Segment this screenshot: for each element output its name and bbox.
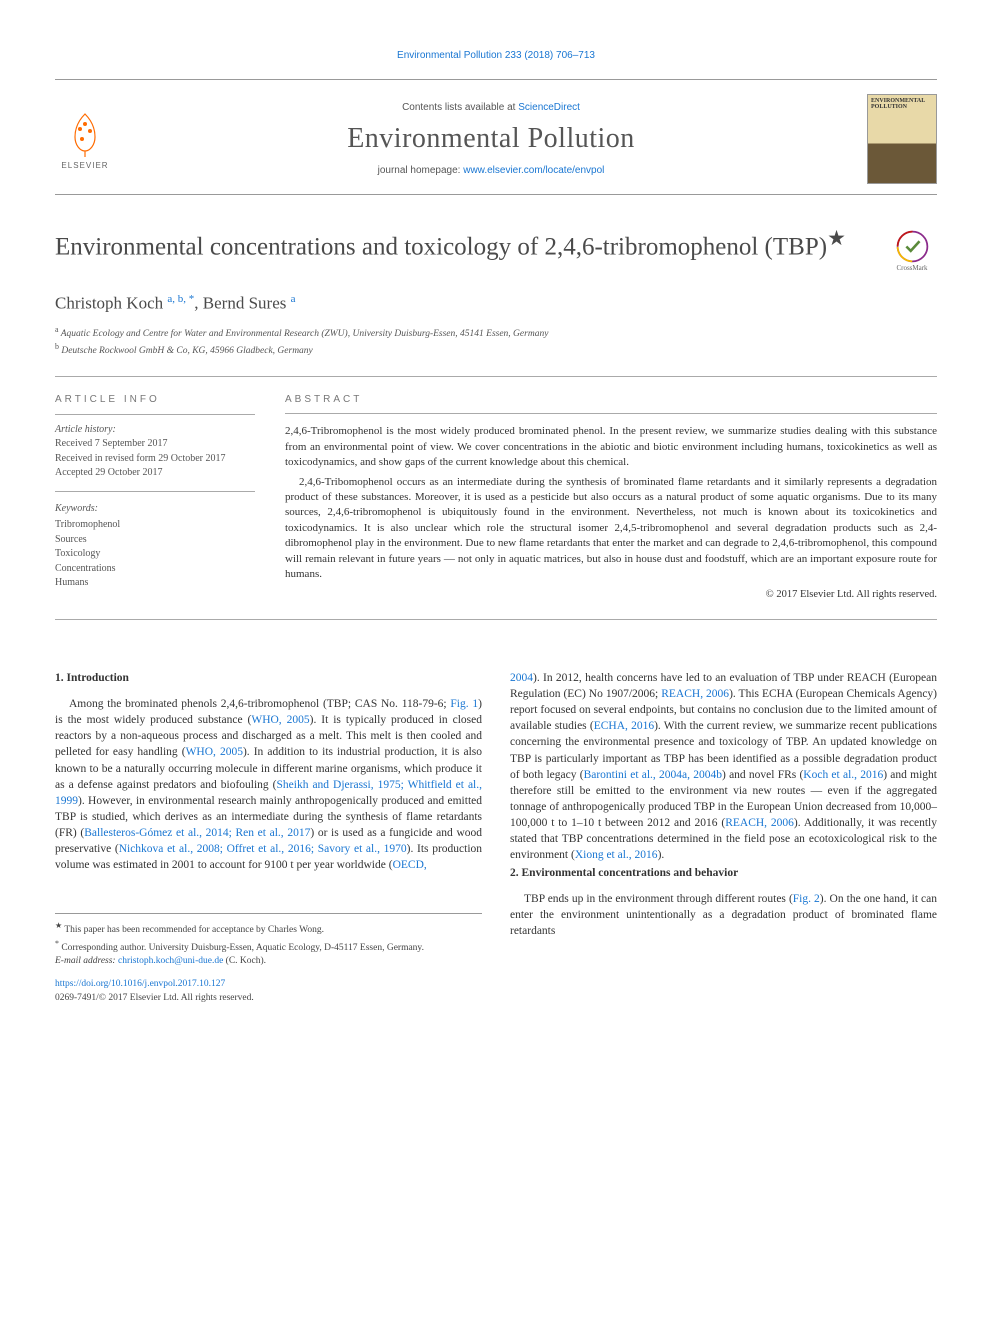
history-accepted: Accepted 29 October 2017 <box>55 466 255 481</box>
homepage-prefix: journal homepage: <box>378 165 464 176</box>
journal-cover-thumbnail[interactable]: ENVIRONMENTAL POLLUTION <box>867 94 937 184</box>
running-head-journal: Environmental Pollution <box>397 50 502 61</box>
article-info: article info Article history: Received 7… <box>55 393 255 603</box>
ref-link[interactable]: Nichkova et al., 2008; Offret et al., 20… <box>119 843 407 855</box>
issn-line: 0269-7491/© 2017 Elsevier Ltd. All right… <box>55 993 254 1003</box>
keyword: Concentrations <box>55 562 255 577</box>
title-footnote-marker: ★ <box>827 226 846 250</box>
ref-link[interactable]: Xiong et al., 2016 <box>575 849 658 861</box>
crossmark-button[interactable]: CrossMark <box>887 225 937 275</box>
column-left: 1. Introduction Among the brominated phe… <box>55 670 482 1005</box>
fig-2-link[interactable]: Fig. 2 <box>793 893 820 905</box>
keyword: Tribromophenol <box>55 518 255 533</box>
running-head: Environmental Pollution 233 (2018) 706–7… <box>55 50 937 61</box>
authors: Christoph Koch a, b, *, Bernd Sures a <box>55 293 937 314</box>
crossmark-icon <box>895 229 930 264</box>
article-title-text: Environmental concentrations and toxicol… <box>55 233 827 260</box>
journal-name: Environmental Pollution <box>133 123 849 155</box>
abstract-heading: abstract <box>285 393 937 414</box>
history-revised: Received in revised form 29 October 2017 <box>55 452 255 467</box>
footnote-star: ★ This paper has been recommended for ac… <box>55 920 482 937</box>
author-sep: , <box>194 294 203 313</box>
abstract-copyright: © 2017 Elsevier Ltd. All rights reserved… <box>285 588 937 603</box>
column-right: 2004). In 2012, health concerns have led… <box>510 670 937 1005</box>
fig-1-link[interactable]: Fig. 1 <box>450 698 478 710</box>
running-head-volpages: 233 (2018) 706–713 <box>505 50 595 61</box>
ref-link[interactable]: 2004 <box>510 672 533 684</box>
email-link[interactable]: christoph.koch@uni-due.de <box>118 956 223 966</box>
ref-link[interactable]: OECD, <box>393 859 427 871</box>
keyword: Sources <box>55 533 255 548</box>
footnote-email: E-mail address: christoph.koch@uni-due.d… <box>55 955 482 968</box>
keyword: Humans <box>55 576 255 591</box>
contents-line: Contents lists available at ScienceDirec… <box>133 102 849 113</box>
doi-link[interactable]: https://doi.org/10.1016/j.envpol.2017.10… <box>55 979 225 989</box>
section-1-para-cont: 2004). In 2012, health concerns have led… <box>510 670 937 863</box>
crossmark-label: CrossMark <box>896 264 927 272</box>
keyword: Toxicology <box>55 547 255 562</box>
elsevier-logo-text: ELSEVIER <box>61 161 108 170</box>
ref-link[interactable]: Koch et al., 2016 <box>803 769 883 781</box>
ref-link[interactable]: Ballesteros-Gómez et al., 2014; Ren et a… <box>84 827 310 839</box>
ref-link[interactable]: REACH, 2006 <box>661 688 729 700</box>
running-head-link[interactable]: Environmental Pollution 233 (2018) 706–7… <box>397 50 595 61</box>
cover-thumbnail-title: ENVIRONMENTAL POLLUTION <box>871 98 933 110</box>
abstract: abstract 2,4,6-Tribromophenol is the mos… <box>285 393 937 603</box>
article-info-heading: article info <box>55 393 255 415</box>
ref-link[interactable]: REACH, 2006 <box>725 817 794 829</box>
section-2-para: TBP ends up in the environment through d… <box>510 891 937 939</box>
author-1: Christoph Koch <box>55 294 167 313</box>
affiliation-b: Deutsche Rockwool GmbH & Co, KG, 45966 G… <box>61 346 312 356</box>
ref-link[interactable]: WHO, 2005 <box>251 714 309 726</box>
author-2-affil-link[interactable]: a <box>291 293 296 305</box>
article-title: Environmental concentrations and toxicol… <box>55 225 872 263</box>
body-columns: 1. Introduction Among the brominated phe… <box>55 670 937 1005</box>
section-1-heading: 1. Introduction <box>55 670 482 686</box>
contents-prefix: Contents lists available at <box>402 102 518 113</box>
footnote-corresponding: * Corresponding author. University Duisb… <box>55 938 482 955</box>
history-received: Received 7 September 2017 <box>55 437 255 452</box>
masthead: ELSEVIER Contents lists available at Sci… <box>55 79 937 195</box>
section-1-para: Among the brominated phenols 2,4,6-tribr… <box>55 696 482 873</box>
footnotes: ★ This paper has been recommended for ac… <box>55 913 482 1005</box>
elsevier-tree-icon <box>60 109 110 159</box>
author-2: Bernd Sures <box>203 294 291 313</box>
abstract-para-2: 2,4,6-Tribomophenol occurs as an interme… <box>285 475 937 583</box>
homepage-line: journal homepage: www.elsevier.com/locat… <box>133 165 849 176</box>
affiliation-a: Aquatic Ecology and Centre for Water and… <box>61 329 549 339</box>
ref-link[interactable]: Barontini et al., 2004a, 2004b <box>584 769 722 781</box>
abstract-para-1: 2,4,6-Tribromophenol is the most widely … <box>285 424 937 470</box>
ref-link[interactable]: WHO, 2005 <box>186 746 243 758</box>
elsevier-logo[interactable]: ELSEVIER <box>55 104 115 174</box>
ref-link[interactable]: ECHA, 2016 <box>594 720 654 732</box>
homepage-link[interactable]: www.elsevier.com/locate/envpol <box>463 165 604 176</box>
section-2-heading: 2. Environmental concentrations and beha… <box>510 865 937 881</box>
sciencedirect-link[interactable]: ScienceDirect <box>518 102 580 113</box>
keywords-label: Keywords: <box>55 502 255 517</box>
affiliations: a Aquatic Ecology and Centre for Water a… <box>55 324 937 359</box>
history-label: Article history: <box>55 423 255 438</box>
author-1-affil-link[interactable]: a, b, * <box>167 293 194 305</box>
